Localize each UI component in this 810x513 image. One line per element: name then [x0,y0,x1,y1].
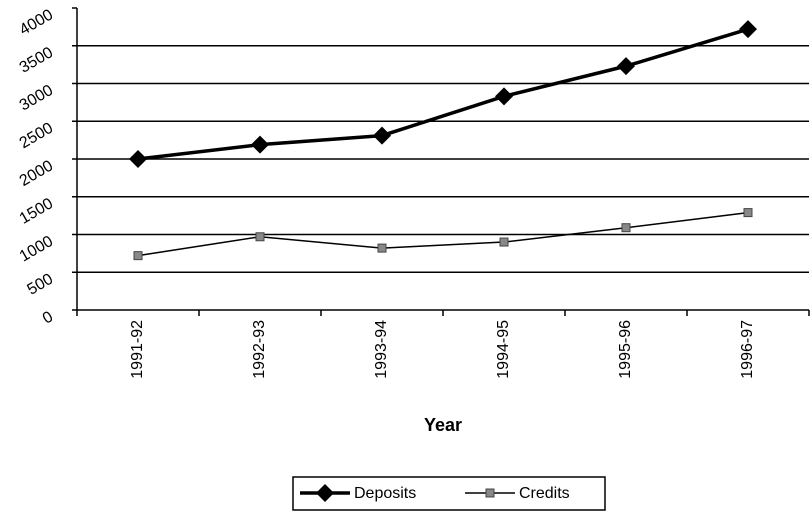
point [133,251,143,261]
point [739,20,757,39]
y-tick-label: 1500 [17,195,56,228]
point [255,232,265,242]
x-tick-label: 1993-94 [373,320,390,379]
y-tick-label: 2000 [17,157,56,190]
point [373,126,391,145]
y-tick-label: 2500 [17,120,56,153]
legend-label: Deposits [354,485,416,502]
line [137,211,749,257]
x-tick-label: 1992-93 [251,320,268,379]
point [495,87,513,106]
x-tick-label: 1991-92 [129,320,146,379]
y-tick-label: 3000 [17,82,56,115]
legend-box [292,476,606,511]
y-tick-label: 0 [40,308,56,327]
point [129,150,147,168]
y-tick-label: 3500 [17,44,56,77]
y-tick-label: 500 [24,271,56,299]
line [137,27,749,161]
x-tick-label: 1994-95 [495,320,512,379]
y-tick-label: 1000 [17,233,56,266]
x-tick-label: 1996-97 [739,320,756,379]
point [621,223,631,233]
x-tick-label: 1995-96 [617,320,634,379]
legend-marker [485,488,495,498]
x-axis-label: Year [424,415,462,435]
y-tick-label: 4000 [17,6,56,39]
point [251,135,269,154]
legend-label: Credits [519,485,570,502]
point [377,243,387,253]
point [617,57,635,76]
point [743,208,753,218]
legend-marker [316,484,334,502]
point [499,237,509,247]
